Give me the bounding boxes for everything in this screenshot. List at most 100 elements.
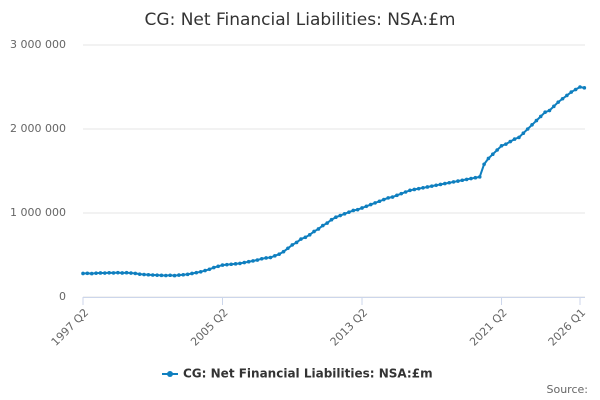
x-tick-label: 2026 Q1 <box>546 306 589 349</box>
point <box>85 271 90 276</box>
x-tick-label: 2013 Q2 <box>328 306 371 349</box>
point <box>482 162 486 167</box>
point <box>307 233 312 237</box>
point <box>582 86 587 90</box>
point <box>434 183 438 188</box>
point <box>194 270 199 275</box>
point <box>512 137 517 141</box>
point <box>220 263 225 267</box>
point <box>316 227 321 231</box>
point <box>565 93 569 98</box>
point <box>373 201 377 205</box>
point <box>290 243 295 247</box>
point <box>525 127 530 131</box>
point <box>303 235 308 240</box>
point <box>425 185 430 189</box>
point <box>142 272 146 277</box>
point <box>89 271 94 276</box>
point <box>543 110 547 114</box>
point <box>238 261 242 266</box>
point <box>259 256 264 261</box>
point <box>368 202 373 207</box>
point <box>342 212 347 216</box>
point <box>491 152 495 156</box>
point <box>347 210 351 214</box>
point <box>107 271 111 275</box>
point <box>124 270 129 275</box>
point <box>495 148 499 152</box>
point <box>547 108 552 113</box>
point <box>172 273 177 278</box>
point <box>264 256 268 260</box>
point <box>294 240 299 245</box>
point <box>102 271 107 275</box>
point <box>477 175 482 179</box>
chart-title: CG: Net Financial Liabilities: NSA:£m <box>145 10 456 30</box>
point <box>355 207 360 212</box>
point <box>386 196 390 200</box>
point <box>190 271 194 276</box>
point <box>273 254 277 258</box>
point <box>229 262 234 267</box>
point <box>242 260 247 265</box>
point <box>403 190 408 194</box>
point <box>203 268 207 273</box>
point <box>255 258 260 262</box>
point <box>416 186 421 191</box>
point <box>412 187 417 192</box>
point <box>150 273 155 277</box>
x-tick-label: 1997 Q2 <box>49 306 92 349</box>
point <box>286 246 290 251</box>
point <box>137 272 142 276</box>
point <box>390 195 395 199</box>
point <box>116 270 120 275</box>
point <box>473 175 478 180</box>
x-tick-label: 2021 Q2 <box>467 306 510 349</box>
y-tick-label: 0 <box>59 290 66 303</box>
point <box>508 139 513 144</box>
point <box>246 259 251 264</box>
point <box>81 271 85 276</box>
point <box>198 270 203 274</box>
point <box>129 271 133 275</box>
line <box>82 85 585 277</box>
point <box>111 271 116 275</box>
point <box>225 262 229 267</box>
point <box>517 135 521 140</box>
point <box>146 272 151 277</box>
source: Source: <box>547 383 589 396</box>
point <box>299 237 303 241</box>
point <box>443 181 447 186</box>
point <box>552 104 556 109</box>
point <box>560 96 565 101</box>
point <box>94 271 98 275</box>
point <box>98 271 103 275</box>
point <box>338 213 343 218</box>
point <box>268 255 273 260</box>
point <box>159 273 164 278</box>
point <box>320 223 325 228</box>
point <box>486 156 491 161</box>
point <box>399 191 404 196</box>
legend-label: CG: Net Financial Liabilities: NSA:£m <box>183 367 433 381</box>
point <box>164 273 168 278</box>
point <box>207 267 212 272</box>
point <box>382 197 386 202</box>
point <box>251 259 255 263</box>
point <box>360 206 364 210</box>
point <box>451 180 456 184</box>
point <box>521 131 526 135</box>
point <box>120 271 125 275</box>
point <box>464 177 469 182</box>
point <box>438 182 443 187</box>
point <box>469 176 473 181</box>
point <box>456 179 460 183</box>
y-tick-label: 1 000 000 <box>10 206 66 219</box>
point <box>530 123 534 127</box>
legend-marker <box>167 371 173 377</box>
point <box>181 272 186 277</box>
point <box>277 252 281 256</box>
point <box>312 229 316 234</box>
point <box>185 272 190 277</box>
